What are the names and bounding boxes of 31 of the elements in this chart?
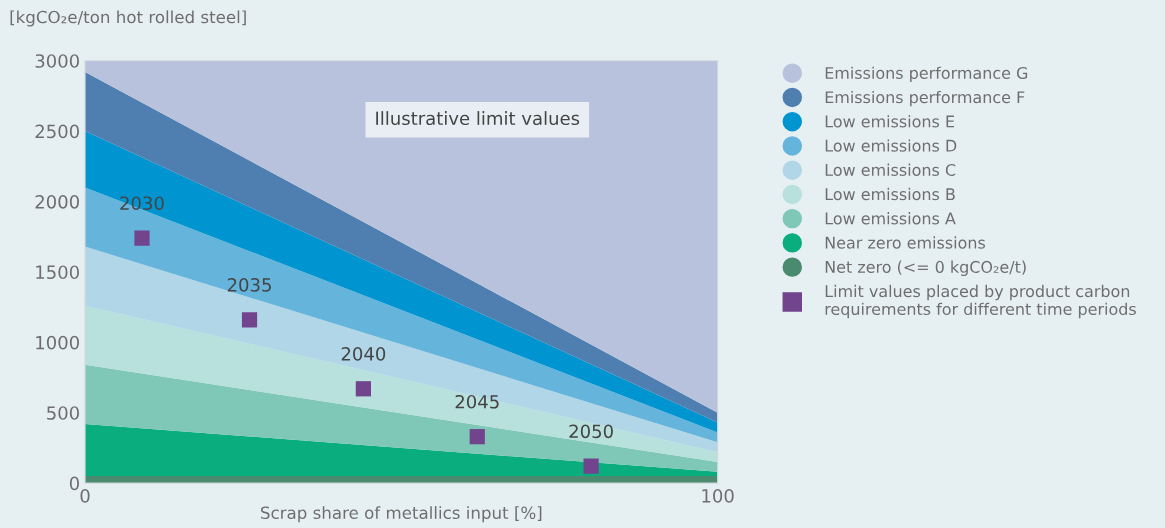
y-axis-title: [kgCO₂e/ton hot rolled steel] [10, 10, 246, 27]
annotation: 2040 [341, 347, 386, 361]
legend-label: Limit values placed by product carbon requirements for different time periods [825, 284, 1136, 319]
annotation: Illustrative limit values [376, 111, 580, 126]
x-axis-title: Scrap share of metallics input [%] [261, 506, 542, 523]
legend-label: Emissions performance F [825, 90, 1025, 107]
legend-label: Low emissions D [825, 139, 957, 152]
x-tick-label: 100 [702, 488, 734, 503]
annotation: 2045 [455, 394, 499, 409]
point [469, 429, 485, 445]
legend-label: Net zero (<= 0 kgCO₂e/t) [825, 260, 1026, 277]
legend-label: Low emissions A [825, 212, 956, 225]
annotation: 2050 [569, 424, 613, 439]
annotation: 2035 [227, 278, 271, 292]
point [355, 381, 371, 397]
point [134, 230, 150, 246]
legend-label: Low emissions C [825, 163, 956, 176]
point [241, 312, 258, 328]
y-tick-label: 500 [47, 406, 79, 420]
legend-label: Emissions performance G [825, 66, 1028, 83]
point [583, 458, 599, 474]
y-tick-label: 1500 [36, 265, 79, 280]
annotation: 2030 [120, 196, 164, 211]
y-tick-label: 0 [69, 476, 79, 491]
legend-label: Low emissions B [825, 187, 955, 201]
legend-label: Low emissions E [825, 115, 955, 128]
y-tick-label: 3000 [35, 54, 79, 68]
y-tick-label: 2000 [35, 194, 79, 209]
y-tick-label: 1000 [36, 335, 79, 350]
y-tick-label: 2500 [35, 124, 79, 139]
legend-label: Near zero emissions [825, 236, 986, 249]
